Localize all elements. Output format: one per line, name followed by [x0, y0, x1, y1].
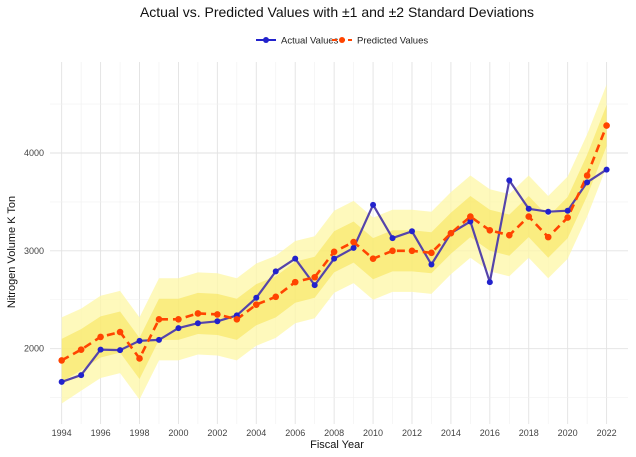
actual-point	[97, 346, 104, 353]
actual-point	[428, 261, 435, 268]
x-tick-label: 2000	[168, 428, 188, 438]
predicted-point	[603, 122, 610, 129]
predicted-point	[58, 357, 65, 364]
x-tick-label: 2008	[324, 428, 344, 438]
y-tick-label: 3000	[24, 246, 44, 256]
x-tick-label: 2012	[402, 428, 422, 438]
actual-point	[292, 255, 299, 262]
predicted-point	[252, 301, 260, 308]
predicted-point	[175, 316, 182, 323]
predicted-point	[311, 273, 318, 281]
predicted-point	[428, 249, 435, 257]
legend-predicted-marker	[339, 37, 345, 43]
actual-point	[58, 378, 65, 385]
actual-point	[389, 235, 396, 242]
predicted-point	[77, 346, 85, 353]
actual-point	[370, 201, 377, 208]
predicted-point	[447, 229, 455, 237]
series	[58, 122, 610, 385]
actual-point	[136, 337, 143, 344]
x-tick-label: 2020	[558, 428, 578, 438]
actual-point	[564, 207, 571, 214]
actual-point	[117, 347, 124, 354]
predicted-point	[155, 316, 163, 323]
predicted-point	[583, 172, 591, 179]
actual-point	[467, 218, 474, 225]
y-tick-label: 2000	[24, 344, 44, 354]
predicted-point	[291, 278, 299, 286]
actual-point	[253, 294, 260, 301]
predicted-point	[564, 214, 571, 221]
actual-point	[311, 282, 318, 289]
actual-point	[155, 336, 162, 343]
x-tick-label: 1994	[52, 428, 72, 438]
legend-predicted-label: Predicted Values	[357, 36, 428, 47]
actual-point	[603, 166, 610, 173]
actual-point	[408, 228, 415, 235]
x-tick-label: 2004	[246, 428, 266, 438]
legend-actual-label: Actual Values	[281, 36, 339, 47]
chart-title: Actual vs. Predicted Values with ±1 and …	[140, 4, 534, 20]
actual-point	[272, 268, 279, 275]
actual-point	[214, 318, 221, 325]
predicted-point	[544, 233, 552, 241]
predicted-point	[525, 213, 533, 220]
x-tick-label: 2010	[363, 428, 383, 438]
predicted-point	[389, 247, 396, 255]
predicted-point	[136, 355, 143, 362]
ticks: 1994 1996 1998 2000 2002 2004 2006 2008 2010 2012…	[24, 148, 617, 438]
predicted-point	[330, 248, 338, 256]
actual-point	[175, 325, 182, 332]
predicted-point	[369, 255, 377, 262]
x-tick-label: 2014	[441, 428, 461, 438]
predicted-point	[194, 310, 202, 317]
actual-point	[78, 372, 85, 379]
x-tick-label: 2018	[519, 428, 539, 438]
x-tick-label: 2006	[285, 428, 305, 438]
predicted-point	[116, 328, 124, 336]
actual-point	[486, 279, 493, 286]
x-tick-label: 1998	[130, 428, 150, 438]
actual-point	[545, 208, 552, 215]
x-axis-label: Fiscal Year	[310, 439, 364, 451]
predicted-point	[272, 293, 280, 301]
y-tick-label: 4000	[24, 148, 44, 158]
legend-actual-marker	[263, 37, 269, 43]
predicted-point	[505, 231, 513, 239]
actual-point	[331, 255, 338, 262]
x-tick-label: 2022	[597, 428, 617, 438]
actual-point	[194, 320, 201, 327]
actual-point	[506, 177, 513, 184]
y-axis-label: Nitrogen Volume K Ton	[6, 196, 18, 308]
x-tick-label: 2016	[480, 428, 500, 438]
predicted-point	[350, 238, 357, 246]
x-tick-label: 2002	[207, 428, 227, 438]
x-tick-label: 1996	[91, 428, 111, 438]
actual-point	[525, 205, 532, 212]
actual-point	[350, 244, 357, 251]
actual-point	[584, 179, 591, 186]
predicted-point	[486, 226, 494, 234]
legend: Actual Values Predicted Values	[256, 36, 428, 47]
predicted-point	[97, 333, 104, 341]
predicted-point	[214, 311, 221, 318]
predicted-point	[408, 247, 416, 255]
predicted-point	[233, 316, 241, 323]
predicted-point	[467, 213, 474, 220]
